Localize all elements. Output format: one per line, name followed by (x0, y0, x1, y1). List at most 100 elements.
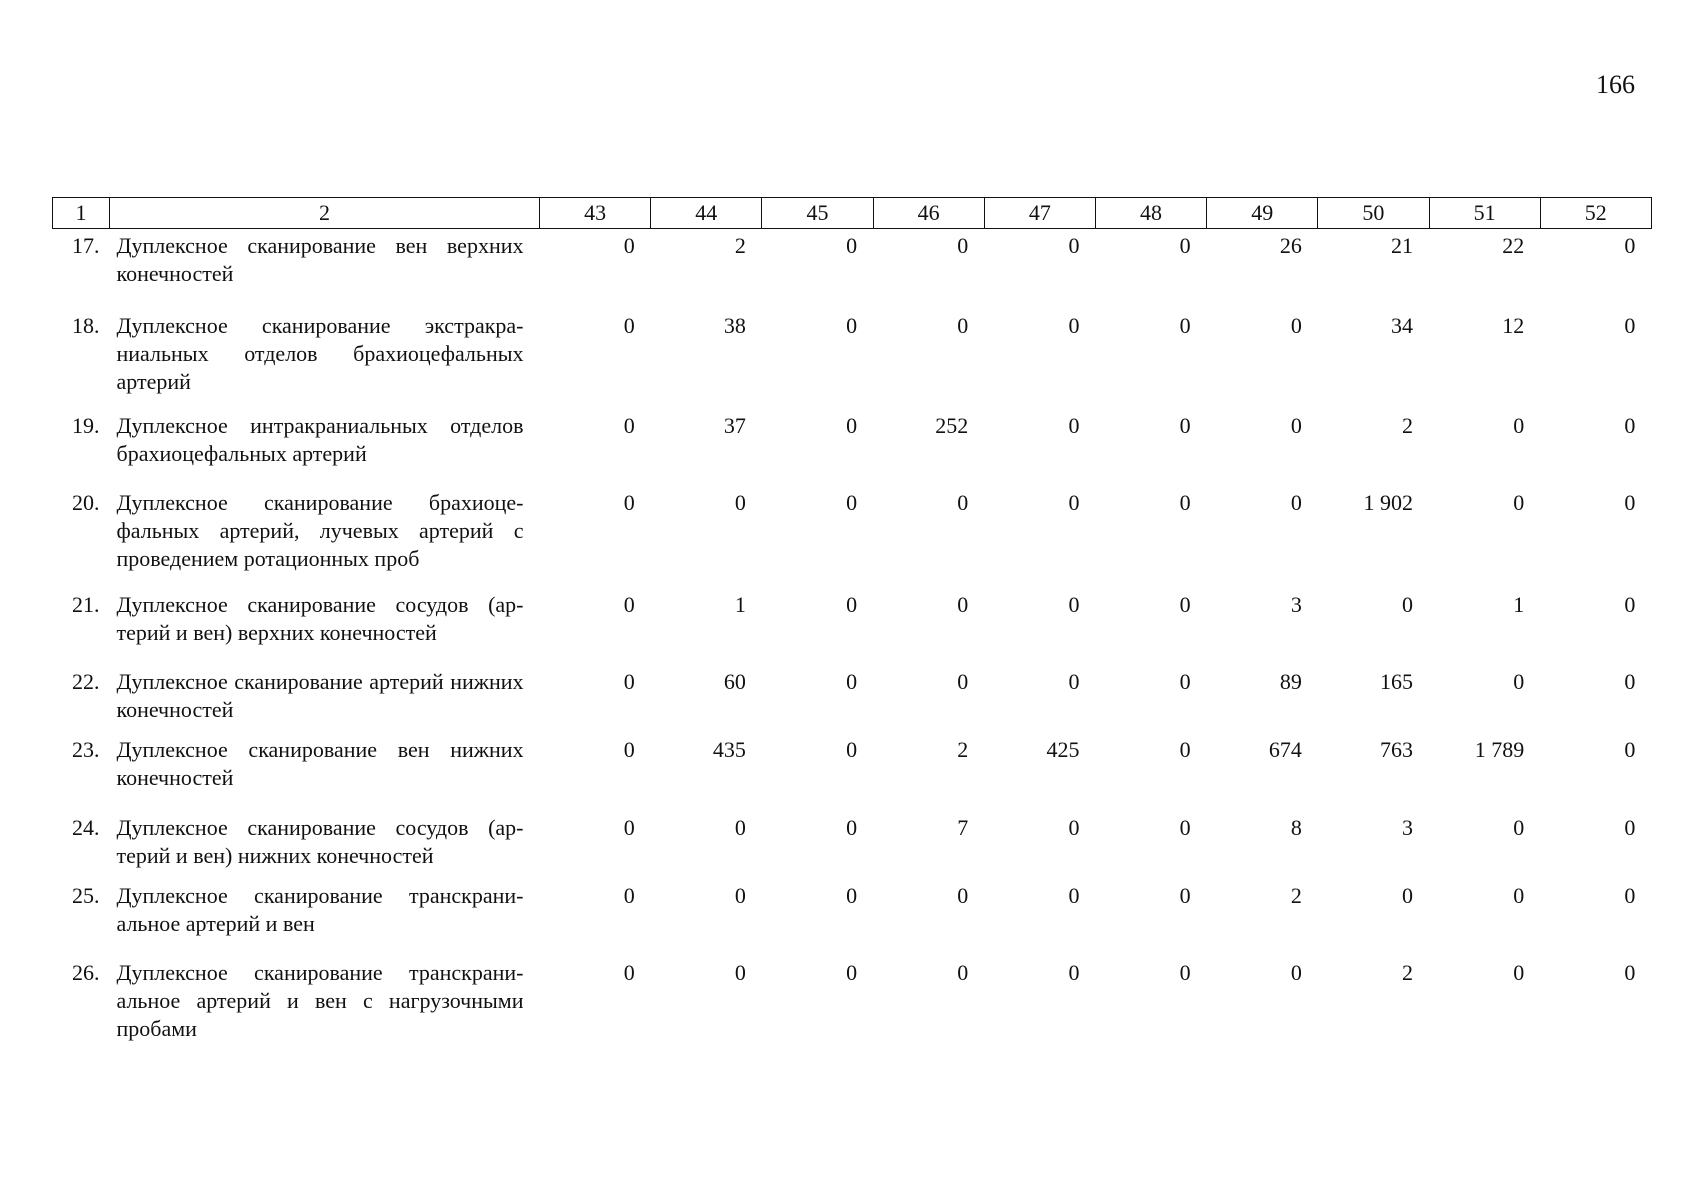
table-body: 17. Дуплексное сканирование вен верхних к… (53, 229, 1652, 1055)
value-cell: 0 (1624, 736, 1636, 762)
procedure-name: Дуплексное сканирование брахиоце­фальных… (116, 489, 524, 571)
value-cell: 1 (1513, 591, 1525, 617)
value-cell: 0 (1068, 814, 1080, 840)
value-cell: 60 (723, 668, 746, 694)
table-row: 20. Дуплексное сканирование брахиоце­фаль… (53, 489, 1652, 591)
value-cell: 0 (1068, 412, 1080, 438)
table-row: 18. Дуплексное сканирование экстракра­ниа… (53, 312, 1652, 412)
table-row: 25. Дуплексное сканирование транскрани­ал… (53, 882, 1652, 959)
row-number: 17. (72, 233, 100, 258)
value-cell: 3 (1290, 591, 1302, 617)
procedure-name: Дуплексное интракраниальных отде­лов бра… (116, 412, 524, 466)
value-cell: 763 (1380, 736, 1413, 762)
value-cell: 0 (846, 489, 858, 515)
value-cell: 0 (957, 312, 969, 338)
table-row: 19. Дуплексное интракраниальных отде­лов … (53, 412, 1652, 489)
row-number: 24. (72, 814, 100, 840)
table-row: 21. Дуплексное сканирование сосудов (ар­т… (53, 591, 1652, 668)
value-cell: 0 (1624, 668, 1636, 694)
value-cell: 0 (1179, 959, 1191, 985)
value-cell: 0 (1624, 591, 1636, 617)
value-cell: 0 (846, 312, 858, 338)
value-cell: 0 (623, 736, 635, 762)
value-cell: 0 (623, 412, 635, 438)
value-cell: 0 (957, 959, 969, 985)
value-cell: 7 (957, 814, 969, 840)
value-cell: 0 (1179, 591, 1191, 617)
value-cell: 0 (846, 412, 858, 438)
value-cell: 0 (957, 489, 969, 515)
row-number: 23. (72, 736, 100, 762)
row-number: 19. (72, 412, 100, 438)
value-cell: 1 (734, 591, 746, 617)
column-header: 48 (1094, 197, 1208, 229)
value-cell: 0 (957, 882, 969, 908)
value-cell: 0 (734, 489, 746, 515)
value-cell: 0 (1179, 312, 1191, 338)
value-cell: 252 (935, 412, 969, 438)
value-cell: 0 (846, 668, 858, 694)
value-cell: 0 (1624, 814, 1636, 840)
value-cell: 0 (1290, 959, 1302, 985)
column-header: 1 (52, 197, 110, 229)
value-cell: 0 (1179, 736, 1191, 762)
value-cell: 1 902 (1363, 489, 1414, 515)
value-cell: 0 (1402, 882, 1413, 908)
procedure-name: Дуплексное сканирование вен нижних конеч… (116, 736, 524, 790)
procedure-name: Дуплексное сканирование экстракра­ниальн… (116, 312, 524, 394)
value-cell: 0 (846, 959, 858, 985)
value-cell: 0 (1513, 489, 1525, 515)
value-cell: 0 (1290, 412, 1302, 438)
value-cell: 0 (734, 814, 746, 840)
row-number: 26. (72, 959, 100, 985)
value-cell: 0 (1290, 489, 1302, 515)
column-header: 47 (983, 197, 1096, 229)
table-row: 23. Дуплексное сканирование вен нижних ко… (53, 736, 1652, 814)
value-cell: 0 (1624, 959, 1636, 985)
value-cell: 0 (1513, 814, 1525, 840)
value-cell: 0 (1068, 668, 1080, 694)
value-cell: 0 (1068, 882, 1080, 908)
header-row: 1 2 43 44 45 46 47 48 49 50 51 52 (52, 197, 1652, 229)
procedure-name: Дуплексное сканирование вен верхних коне… (116, 233, 524, 286)
value-cell: 0 (1624, 233, 1636, 258)
table-row: 22. Дуплексное сканирование артерий нижни… (53, 668, 1652, 736)
value-cell: 0 (957, 668, 969, 694)
value-cell: 12 (1502, 312, 1525, 338)
procedure-name: Дуплексное сканирование транскрани­ально… (116, 882, 524, 936)
value-cell: 0 (623, 233, 635, 258)
value-cell: 0 (734, 959, 746, 985)
value-cell: 2 (1402, 959, 1413, 985)
value-cell: 0 (1290, 312, 1302, 338)
value-cell: 0 (1068, 591, 1080, 617)
value-cell: 0 (623, 814, 635, 840)
table-row: 26. Дуплексное сканирование транскрани­ал… (53, 959, 1652, 1055)
value-cell: 2 (1290, 882, 1302, 908)
value-cell: 0 (957, 233, 969, 258)
value-cell: 26 (1279, 233, 1302, 258)
value-cell: 435 (712, 736, 746, 762)
column-header: 45 (761, 197, 874, 229)
column-header: 51 (1428, 197, 1541, 229)
value-cell: 0 (1402, 591, 1413, 617)
value-cell: 22 (1502, 233, 1525, 258)
column-header: 2 (109, 197, 540, 229)
value-cell: 0 (1624, 882, 1636, 908)
value-cell: 0 (1179, 489, 1191, 515)
value-cell: 0 (623, 668, 635, 694)
value-cell: 0 (1179, 233, 1191, 258)
table-row: 17. Дуплексное сканирование вен верхних к… (53, 229, 1652, 312)
value-cell: 34 (1391, 312, 1413, 338)
value-cell: 0 (957, 591, 969, 617)
value-cell: 0 (1624, 312, 1636, 338)
value-cell: 0 (623, 312, 635, 338)
value-cell: 425 (1046, 736, 1080, 762)
value-cell: 0 (1513, 668, 1525, 694)
row-number: 25. (72, 882, 100, 908)
column-header: 43 (538, 197, 652, 229)
value-cell: 0 (623, 591, 635, 617)
value-cell: 0 (1513, 959, 1525, 985)
procedure-name: Дуплексное сканирование транскрани­ально… (116, 959, 524, 1041)
value-cell: 2 (1402, 412, 1413, 438)
value-cell: 0 (623, 489, 635, 515)
